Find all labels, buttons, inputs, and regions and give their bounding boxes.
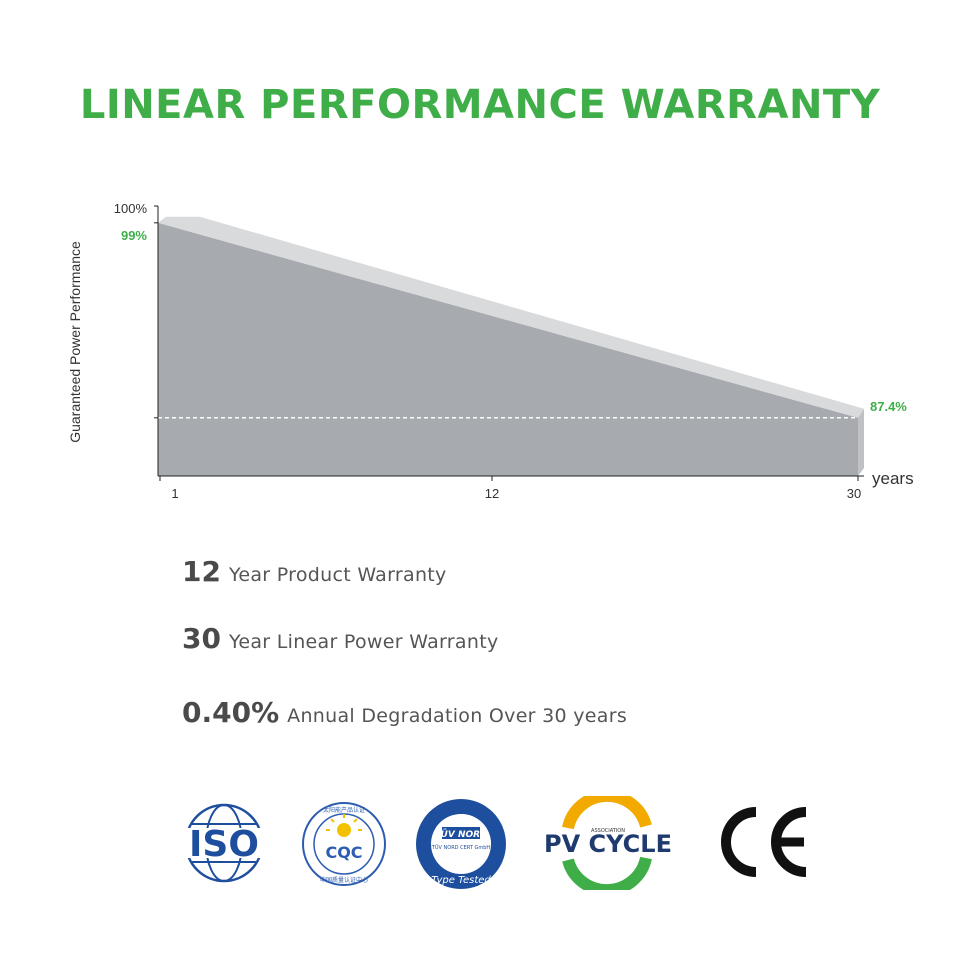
tuv-nord-logo-sub: TÜV NORD CERT GmbH xyxy=(431,844,491,851)
page-title: LINEAR PERFORMANCE WARRANTY xyxy=(79,82,881,128)
y-tick-top: 100% xyxy=(114,201,148,216)
cqc-logo-text: CQC xyxy=(325,843,362,862)
feature-number: 12 xyxy=(182,555,221,588)
tuv-nord-logo: TÜV NORD TÜV NORD CERT GmbH Type Tested xyxy=(416,799,506,889)
x-axis-label: years xyxy=(872,469,914,488)
iso-logo-text: ISO xyxy=(189,824,259,865)
performance-area-side-bevel xyxy=(858,408,864,476)
cqc-logo: CQC 太阳能产品认证 中国质量认证中心 xyxy=(302,802,386,886)
iso-logo: ISO xyxy=(174,803,274,883)
feature-number: 30 xyxy=(182,622,221,655)
feature-text: Year Linear Power Warranty xyxy=(228,631,499,653)
cqc-logo-bottom-text: 中国质量认证中心 xyxy=(320,876,368,884)
x-tick-30: 30 xyxy=(847,486,861,501)
feature-power-warranty: 30 Year Linear Power Warranty xyxy=(182,622,499,655)
feature-text: Annual Degradation Over 30 years xyxy=(287,705,628,727)
performance-area xyxy=(158,222,858,476)
pv-cycle-logo-small: ASSOCIATION xyxy=(591,828,625,834)
x-tick-12: 12 xyxy=(485,486,499,501)
pv-cycle-logo: ASSOCIATION PV CYCLE xyxy=(544,796,672,890)
cqc-logo-top-text: 太阳能产品认证 xyxy=(323,806,365,814)
tuv-nord-logo-text: TÜV NORD xyxy=(434,829,488,840)
y-axis-label: Guaranteed Power Performance xyxy=(67,241,83,443)
ce-mark-logo xyxy=(721,807,807,877)
annotation-start: 99% xyxy=(121,228,147,243)
feature-product-warranty: 12 Year Product Warranty xyxy=(182,555,447,588)
x-tick-1: 1 xyxy=(171,486,178,501)
feature-text: Year Product Warranty xyxy=(228,564,447,586)
pv-cycle-logo-text: PV CYCLE xyxy=(544,830,672,858)
performance-area-top-bevel xyxy=(158,216,864,418)
tuv-nord-logo-ring: Type Tested xyxy=(431,875,491,886)
annotation-end: 87.4% xyxy=(870,399,907,414)
feature-number: 0.40% xyxy=(182,696,280,729)
warranty-chart: Guaranteed Power Performance 100% 99% 87… xyxy=(67,201,914,501)
feature-degradation: 0.40% Annual Degradation Over 30 years xyxy=(182,696,627,729)
